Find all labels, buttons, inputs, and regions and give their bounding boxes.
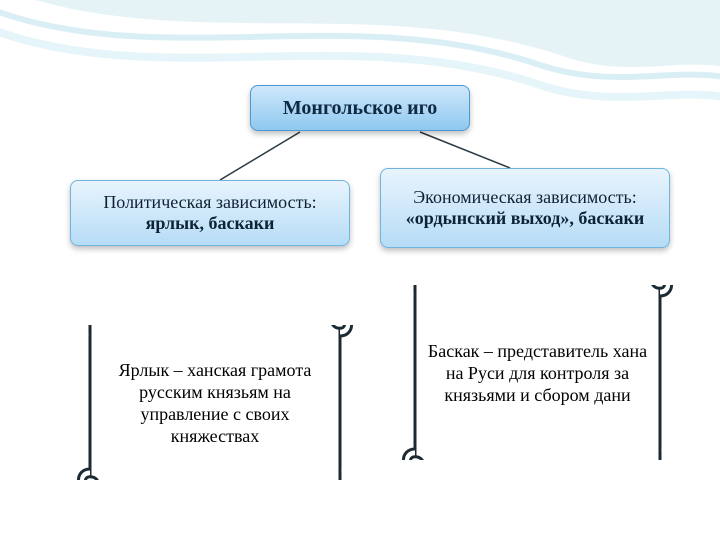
definition-text-left: Ярлык – ханская грамота русским князьям … bbox=[98, 344, 332, 461]
slide-canvas: Монгольское иго Политическая зависимость… bbox=[0, 0, 720, 540]
left-child-line1: Политическая зависимость: bbox=[85, 192, 335, 213]
left-child-node: Политическая зависимость: ярлык, баскаки bbox=[70, 180, 350, 246]
root-node-label: Монгольское иго bbox=[265, 97, 455, 120]
right-child-node: Экономическая зависимость: «ордынский вы… bbox=[380, 168, 670, 248]
root-node: Монгольское иго bbox=[250, 85, 470, 131]
definition-scroll-left: Ярлык – ханская грамота русским князьям … bbox=[75, 325, 355, 480]
definition-text-right: Баскак – представитель хана на Руси для … bbox=[423, 304, 652, 441]
definition-scroll-right: Баскак – представитель хана на Руси для … bbox=[400, 285, 675, 460]
left-child-line2: ярлык, баскаки bbox=[85, 213, 335, 234]
right-child-line2: «ордынский выход», баскаки bbox=[395, 208, 655, 229]
right-child-line1: Экономическая зависимость: bbox=[395, 187, 655, 208]
